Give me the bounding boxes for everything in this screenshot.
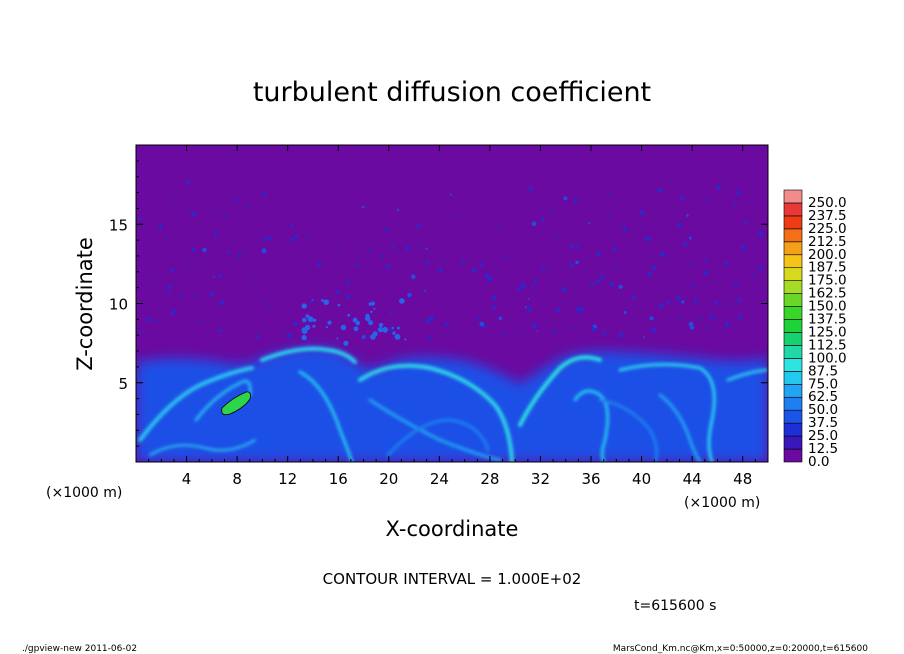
x-tick-label: 44 — [683, 470, 702, 488]
colorbar-label: 137.5 — [808, 312, 847, 328]
turbulence-speckles — [138, 180, 764, 346]
x-tick-label: 32 — [531, 470, 550, 488]
colorbar-label: 250.0 — [808, 195, 847, 211]
colorbar-label: 187.5 — [808, 260, 847, 276]
boundary-layer — [136, 347, 768, 462]
x-tick-label: 8 — [232, 470, 242, 488]
colorbar-swatch — [783, 267, 803, 281]
colorbar-label: 150.0 — [808, 299, 847, 315]
x-tick-label: 48 — [733, 470, 752, 488]
x-tick-label: 36 — [581, 470, 600, 488]
x-axis: 4 8 12 16 20 24 28 32 36 40 44 48 — [148, 145, 756, 488]
chart-title: turbulent diffusion coefficient — [253, 77, 651, 108]
colorbar-swatch — [783, 189, 803, 204]
colorbar-label: 237.5 — [808, 208, 847, 224]
colorbar-label: 200.0 — [808, 247, 847, 263]
footer-right: MarsCond_Km.nc@Km,x=0:50000,z=0:20000,t=… — [613, 644, 868, 654]
y-tick-label: 10 — [109, 296, 128, 314]
colorbar-swatch — [783, 280, 803, 294]
colorbar-swatch — [783, 293, 803, 307]
colorbar-label: 162.5 — [808, 286, 847, 302]
colorbar-swatch — [783, 396, 803, 411]
colorbar-label: 112.5 — [808, 337, 847, 353]
colorbar-label: 87.5 — [808, 363, 838, 379]
high-value-blob — [221, 391, 251, 416]
x-tick-label: 20 — [379, 470, 398, 488]
colorbar-label: 62.5 — [808, 389, 838, 405]
colorbar-swatch — [783, 435, 803, 450]
colorbar-swatch — [783, 383, 803, 398]
colorbar-label: 25.0 — [808, 428, 838, 444]
colorbar-label: 12.5 — [808, 441, 838, 457]
colorbar-swatch — [783, 332, 803, 346]
colorbar-swatch — [783, 228, 803, 243]
colorbar-label: 75.0 — [808, 376, 838, 392]
contour-interval-text: CONTOUR INTERVAL = 1.000E+02 — [323, 570, 582, 588]
colorbar-swatch — [783, 319, 803, 333]
colorbar-swatch — [783, 448, 803, 463]
colorbar-swatch — [783, 358, 803, 372]
colorbar-swatch — [783, 409, 803, 424]
colorbar: 0.012.525.037.550.062.575.087.5100.0112.… — [783, 189, 847, 470]
colorbar-label: 175.0 — [808, 273, 847, 289]
x-tick-label: 40 — [632, 470, 651, 488]
x-tick-label: 12 — [278, 470, 297, 488]
y-tick-label: 5 — [118, 375, 128, 393]
colorbar-label: 100.0 — [808, 350, 847, 366]
colorbar-swatch — [783, 371, 803, 385]
colorbar-label: 125.0 — [808, 324, 847, 340]
x-tick-label: 16 — [329, 470, 348, 488]
colorbar-label: 37.5 — [808, 415, 838, 431]
x-unit-right: (×1000 m) — [684, 495, 760, 511]
plot-area — [136, 145, 768, 462]
y-tick-label: 15 — [109, 216, 128, 234]
colorbar-swatch — [783, 241, 803, 256]
colorbar-label: 225.0 — [808, 221, 847, 237]
x-axis-label: X-coordinate — [386, 517, 519, 541]
footer-left: ./gpview-new 2011-06-02 — [22, 644, 137, 654]
colorbar-swatch — [783, 306, 803, 320]
y-axis: 5 10 15 — [109, 160, 768, 447]
colorbar-label: 212.5 — [808, 234, 847, 250]
x-tick-label: 4 — [182, 470, 192, 488]
colorbar-swatch — [783, 215, 803, 230]
x-tick-label: 24 — [430, 470, 449, 488]
colorbar-swatch — [783, 422, 803, 437]
x-tick-label: 28 — [480, 470, 499, 488]
colorbar-swatch — [783, 202, 803, 217]
x-unit-left: (×1000 m) — [46, 485, 122, 501]
colorbar-label: 50.0 — [808, 402, 838, 418]
y-axis-label: Z-coordinate — [73, 237, 97, 371]
colorbar-swatch — [783, 345, 803, 359]
colorbar-label: 0.0 — [808, 454, 829, 470]
time-label: t=615600 s — [634, 598, 716, 614]
colorbar-swatch — [783, 254, 803, 269]
